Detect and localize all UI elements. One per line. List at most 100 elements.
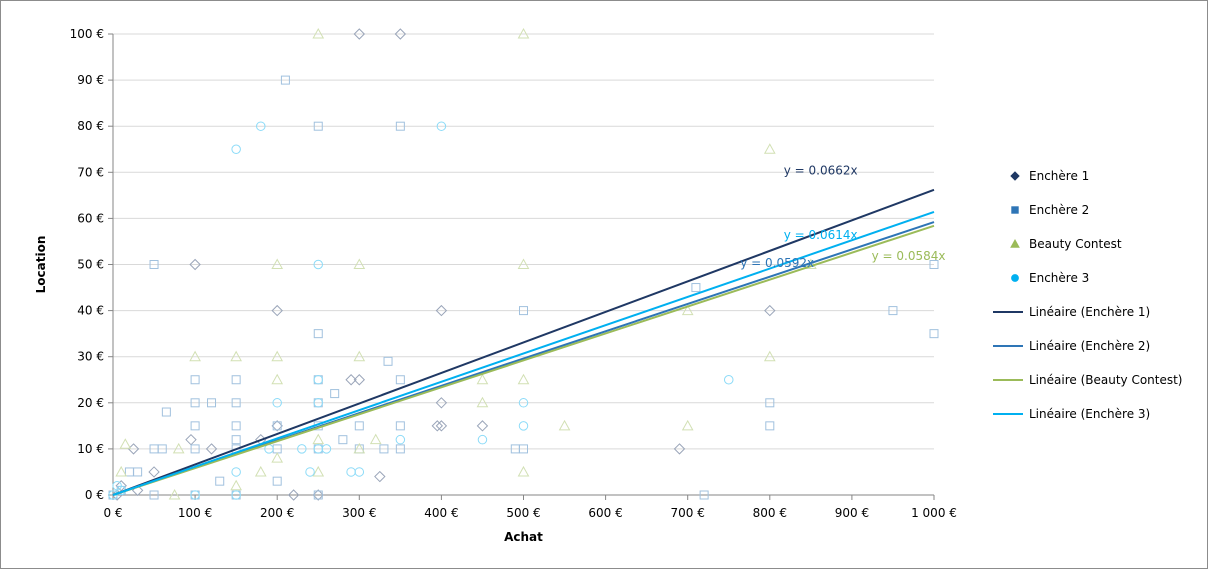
x-tick-label: 800 € xyxy=(753,506,787,520)
data-point-triangle xyxy=(353,350,366,362)
x-tick-label: 600 € xyxy=(588,506,622,520)
trendline xyxy=(112,211,935,496)
data-point-diamond xyxy=(431,420,444,432)
trendline-equation: y = 0.0584x xyxy=(872,249,946,263)
data-point-triangle xyxy=(115,465,128,477)
data-point-diamond xyxy=(394,28,407,40)
data-point-square xyxy=(395,421,405,431)
data-point-circle xyxy=(305,467,315,477)
data-point-square xyxy=(231,375,241,385)
data-point-circle xyxy=(518,398,529,408)
data-point-circle xyxy=(272,398,282,408)
y-tick-label: 0 € xyxy=(85,488,104,502)
x-tick-label: 0 € xyxy=(103,506,122,520)
data-point-diamond xyxy=(287,489,300,501)
data-point-square xyxy=(215,476,225,486)
data-point-diamond xyxy=(345,374,357,386)
legend: Enchère 1 Enchère 2 Beauty Contest Enchère … xyxy=(993,169,1183,421)
data-point-square xyxy=(929,329,939,339)
trendline-equation: y = 0.0614x xyxy=(784,228,858,242)
legend-marker-circle xyxy=(1011,274,1019,282)
y-tick-label: 100 € xyxy=(70,27,104,41)
data-point-square xyxy=(395,375,405,385)
data-point-triangle xyxy=(517,27,530,39)
y-tick-label: 30 € xyxy=(77,350,104,364)
legend-label: Enchère 3 xyxy=(1029,271,1089,285)
legend-label: Linéaire (Enchère 1) xyxy=(1029,305,1150,319)
data-point-triangle xyxy=(254,465,267,477)
y-tick-label: 50 € xyxy=(77,258,104,272)
data-point-triangle xyxy=(312,465,325,477)
data-point-diamond xyxy=(205,443,218,455)
data-point-circle xyxy=(256,121,266,131)
data-points xyxy=(108,27,939,501)
x-tick-label: 700 € xyxy=(671,506,705,520)
data-point-square xyxy=(395,444,405,454)
data-point-triangle xyxy=(168,488,181,500)
data-point-circle xyxy=(518,421,529,431)
data-point-square xyxy=(519,444,528,454)
data-point-diamond xyxy=(435,397,448,409)
data-point-diamond xyxy=(189,258,201,271)
data-point-circle xyxy=(231,490,241,500)
data-point-square xyxy=(231,398,241,408)
data-point-triangle xyxy=(476,373,489,385)
y-tick-label: 40 € xyxy=(77,304,104,318)
data-point-triangle xyxy=(681,419,694,431)
data-point-diamond xyxy=(476,420,489,432)
data-point-square xyxy=(124,467,134,477)
data-point-square xyxy=(519,306,528,316)
data-point-triangle xyxy=(312,433,325,445)
data-point-triangle xyxy=(271,350,284,362)
data-point-square xyxy=(313,490,323,500)
data-point-triangle xyxy=(271,452,284,463)
data-point-diamond xyxy=(764,304,776,317)
data-point-diamond xyxy=(353,28,366,40)
y-tick-label: 20 € xyxy=(77,396,104,410)
data-point-square xyxy=(190,444,200,454)
data-point-triangle xyxy=(517,258,530,269)
data-point-triangle xyxy=(271,373,284,385)
y-axis-title: Location xyxy=(34,236,48,294)
trendline-equation: y = 0.0592x xyxy=(740,256,814,270)
data-point-square xyxy=(929,260,939,269)
data-point-circle xyxy=(313,375,323,385)
data-point-square xyxy=(272,476,282,486)
data-point-circle xyxy=(231,467,241,477)
data-point-square xyxy=(272,421,282,431)
legend-label: Linéaire (Beauty Contest) xyxy=(1029,373,1183,387)
data-point-triangle xyxy=(517,373,530,385)
data-point-circle xyxy=(297,444,307,454)
x-tick-label: 900 € xyxy=(835,506,869,520)
data-point-triangle xyxy=(681,304,694,316)
legend-label: Linéaire (Enchère 2) xyxy=(1029,339,1150,353)
data-point-triangle xyxy=(230,350,242,362)
legend-marker-diamond xyxy=(1010,171,1020,181)
data-point-diamond xyxy=(271,304,283,317)
trendline xyxy=(112,188,935,496)
data-point-square xyxy=(161,407,171,417)
data-point-circle xyxy=(436,121,447,131)
data-point-square xyxy=(231,421,241,431)
data-point-circle xyxy=(313,259,323,270)
data-point-triangle xyxy=(230,479,242,491)
data-point-circle xyxy=(395,434,406,445)
data-point-triangle xyxy=(369,433,382,445)
x-tick-label: 500 € xyxy=(506,506,540,520)
data-point-triangle xyxy=(353,258,366,269)
data-point-diamond xyxy=(312,489,324,501)
x-tick-label: 1 000 € xyxy=(911,506,957,520)
data-point-triangle xyxy=(763,143,776,154)
data-point-circle xyxy=(477,434,488,445)
trendline-equations: y = 0.0662x y = 0.0584x y = 0.0614x y = 0.0… xyxy=(740,164,945,270)
data-point-triangle xyxy=(172,442,185,454)
data-point-square xyxy=(280,75,290,85)
data-point-square xyxy=(395,121,405,131)
y-tick-label: 60 € xyxy=(77,211,104,225)
data-point-circle xyxy=(313,398,323,408)
data-point-square xyxy=(691,283,701,293)
data-point-triangle xyxy=(271,258,284,269)
data-point-square xyxy=(699,490,709,500)
tick-labels: 0 € 10 € 20 € 30 € 40 € 50 € 60 € 70 € 80 € 90 € 1… xyxy=(70,27,957,520)
data-point-square xyxy=(157,444,167,454)
